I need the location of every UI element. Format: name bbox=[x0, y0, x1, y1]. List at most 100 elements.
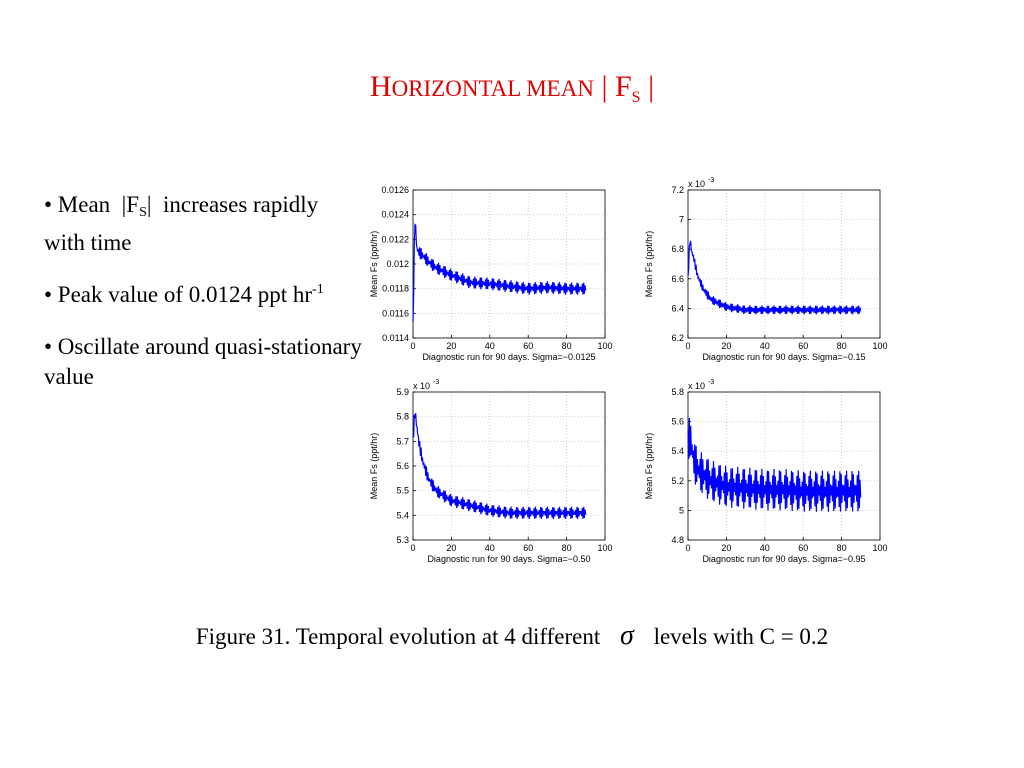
x-tick-label: 20 bbox=[721, 543, 731, 553]
y-tick-label: 5 bbox=[679, 505, 684, 515]
y-axis-label: Mean Fs (ppt/hr) bbox=[644, 433, 654, 500]
x-tick-label: 20 bbox=[721, 341, 731, 351]
plot-frame bbox=[687, 391, 881, 541]
chart-axes: 0 20 40 60 80 100 6.2 6.4 6.6 6.8 7 7.2 x 10 -3 Diagno… bbox=[644, 177, 888, 362]
bullet-3-text: • Oscillate around quasi-stationary valu… bbox=[44, 334, 362, 389]
series-line bbox=[687, 240, 862, 315]
y-tick-label: 7.2 bbox=[671, 185, 684, 195]
bullet-2-text: • Peak value of 0.0124 ppt hr bbox=[44, 282, 313, 307]
bullet-2: • Peak value of 0.0124 ppt hr-1 bbox=[44, 280, 364, 310]
y-tick-label: 0.0116 bbox=[382, 308, 409, 318]
title-bar1: | bbox=[601, 70, 608, 103]
y-tick-label: 5.8 bbox=[396, 412, 409, 422]
axis-exponent-power: -3 bbox=[433, 379, 439, 386]
y-tick-label: 5.8 bbox=[671, 387, 684, 397]
y-tick-label: 6.2 bbox=[671, 333, 684, 343]
y-tick-label: 4.8 bbox=[671, 535, 684, 545]
bullet-list: • Mean |FS| increases rapidly with time … bbox=[44, 190, 364, 414]
chart-svg: 0 20 40 60 80 100 5.3 5.4 5.5 5.6 5.7 5.8 5.9 x 10 -3 D… bbox=[369, 379, 613, 564]
bullet-2-sup: -1 bbox=[312, 282, 324, 297]
x-axis-label: Diagnostic run for 90 days. Sigma=−0.012… bbox=[422, 352, 595, 362]
y-tick-label: 5.7 bbox=[396, 436, 409, 446]
y-axis-label: Mean Fs (ppt/hr) bbox=[644, 231, 654, 298]
title-sub: S bbox=[631, 89, 641, 106]
y-tick-label: 7 bbox=[679, 215, 684, 225]
chart-svg: 0 20 40 60 80 100 6.2 6.4 6.6 6.8 7 7.2 x 10 -3 Diagno… bbox=[644, 177, 888, 362]
chart-svg: 0 20 40 60 80 100 4.8 5 5.2 5.4 5.6 5.8 x 10 -3 Diagno… bbox=[644, 379, 888, 564]
y-tick-label: 5.9 bbox=[396, 387, 409, 397]
y-tick-label: 0.0126 bbox=[381, 185, 409, 195]
plot-frame bbox=[687, 189, 881, 339]
x-tick-label: 100 bbox=[872, 341, 887, 351]
y-axis-label: Mean Fs (ppt/hr) bbox=[369, 231, 379, 298]
y-tick-label: 5.5 bbox=[396, 486, 409, 496]
bullet-1: • Mean |FS| increases rapidly with time bbox=[44, 190, 364, 258]
x-tick-label: 80 bbox=[562, 341, 572, 351]
x-axis-label: Diagnostic run for 90 days. Sigma=−0.95 bbox=[702, 554, 865, 564]
x-tick-label: 100 bbox=[872, 543, 887, 553]
y-tick-label: 0.0118 bbox=[382, 284, 409, 294]
x-tick-label: 0 bbox=[410, 341, 415, 351]
x-axis-label: Diagnostic run for 90 days. Sigma=−0.50 bbox=[427, 554, 590, 564]
y-tick-label: 0.0114 bbox=[382, 333, 409, 343]
x-tick-label: 60 bbox=[523, 341, 533, 351]
y-tick-label: 0.012 bbox=[386, 259, 409, 269]
title-cap1: H bbox=[369, 70, 392, 103]
x-tick-label: 100 bbox=[597, 341, 612, 351]
axis-exponent-power: -3 bbox=[708, 379, 714, 386]
figure-caption: Figure 31. Temporal evolution at 4 diffe… bbox=[0, 620, 1024, 652]
axis-exponent: x 10 bbox=[413, 381, 430, 391]
x-tick-label: 80 bbox=[837, 543, 847, 553]
chart-axes: 0 20 40 60 80 100 5.3 5.4 5.5 5.6 5.7 5.8 5.9 x 10 -3 D… bbox=[369, 379, 613, 564]
bullet-1-suffix: increases rapidly with time bbox=[44, 192, 319, 255]
x-tick-label: 80 bbox=[562, 543, 572, 553]
y-tick-label: 6.6 bbox=[671, 274, 684, 284]
chart-sigma-0.50: 0 20 40 60 80 100 5.3 5.4 5.5 5.6 5.7 5.8 5.9 x 10 -3 D… bbox=[365, 379, 655, 580]
x-tick-label: 20 bbox=[446, 543, 456, 553]
x-tick-label: 40 bbox=[760, 543, 770, 553]
chart-sigma-0.0125: 0 20 40 60 80 100 0.0114 0.0116 0.0118 0.012 0.012… bbox=[365, 178, 655, 378]
bullet-1-bar: | bbox=[146, 192, 152, 217]
chart-svg: 0 20 40 60 80 100 0.0114 0.0116 0.0118 0.012 0.012… bbox=[369, 185, 613, 362]
x-tick-label: 20 bbox=[446, 341, 456, 351]
chart-sigma-0.15: 0 20 40 60 80 100 6.2 6.4 6.6 6.8 7 7.2 x 10 -3 Diagno… bbox=[640, 177, 930, 378]
title-bar2: | bbox=[648, 70, 655, 103]
y-tick-label: 6.4 bbox=[671, 303, 684, 313]
y-axis-label: Mean Fs (ppt/hr) bbox=[369, 433, 379, 500]
x-axis-label: Diagnostic run for 90 days. Sigma=−0.15 bbox=[702, 352, 865, 362]
caption-sigma: σ bbox=[620, 620, 634, 651]
x-tick-label: 40 bbox=[485, 543, 495, 553]
x-tick-label: 60 bbox=[798, 543, 808, 553]
axis-exponent: x 10 bbox=[688, 179, 705, 189]
chart-sigma-0.95: 0 20 40 60 80 100 4.8 5 5.2 5.4 5.6 5.8 x 10 -3 Diagno… bbox=[640, 379, 930, 580]
caption-post: levels with C = 0.2 bbox=[653, 624, 829, 649]
x-tick-label: 60 bbox=[798, 341, 808, 351]
bullet-1-sub: S bbox=[139, 205, 147, 220]
slide-title: HORIZONTAL MEAN | FS | bbox=[0, 70, 1024, 107]
bullet-1-symbol: |F bbox=[121, 192, 140, 217]
title-small: ORIZONTAL MEAN bbox=[391, 76, 594, 101]
chart-axes: 0 20 40 60 80 100 4.8 5 5.2 5.4 5.6 5.8 x 10 -3 Diagno… bbox=[644, 379, 888, 564]
y-tick-label: 5.3 bbox=[396, 535, 409, 545]
bullet-1-prefix: • Mean bbox=[44, 192, 111, 217]
y-tick-label: 5.4 bbox=[671, 446, 684, 456]
series-line bbox=[412, 413, 587, 520]
y-tick-label: 0.0124 bbox=[381, 210, 409, 220]
series-line bbox=[412, 223, 587, 323]
y-tick-label: 0.0122 bbox=[381, 234, 409, 244]
x-tick-label: 80 bbox=[837, 341, 847, 351]
x-tick-label: 0 bbox=[410, 543, 415, 553]
y-tick-label: 5.4 bbox=[396, 510, 409, 520]
x-tick-label: 40 bbox=[760, 341, 770, 351]
y-tick-label: 5.6 bbox=[671, 417, 684, 427]
axis-exponent-power: -3 bbox=[708, 177, 714, 184]
y-tick-label: 6.8 bbox=[671, 244, 684, 254]
series-line bbox=[687, 417, 862, 512]
x-tick-label: 0 bbox=[685, 543, 690, 553]
bullet-3: • Oscillate around quasi-stationary valu… bbox=[44, 332, 364, 392]
axis-exponent: x 10 bbox=[688, 381, 705, 391]
title-cap2: F bbox=[614, 70, 632, 103]
x-tick-label: 40 bbox=[485, 341, 495, 351]
chart-axes: 0 20 40 60 80 100 0.0114 0.0116 0.0118 0.012 0.012… bbox=[369, 185, 613, 362]
y-tick-label: 5.6 bbox=[396, 461, 409, 471]
